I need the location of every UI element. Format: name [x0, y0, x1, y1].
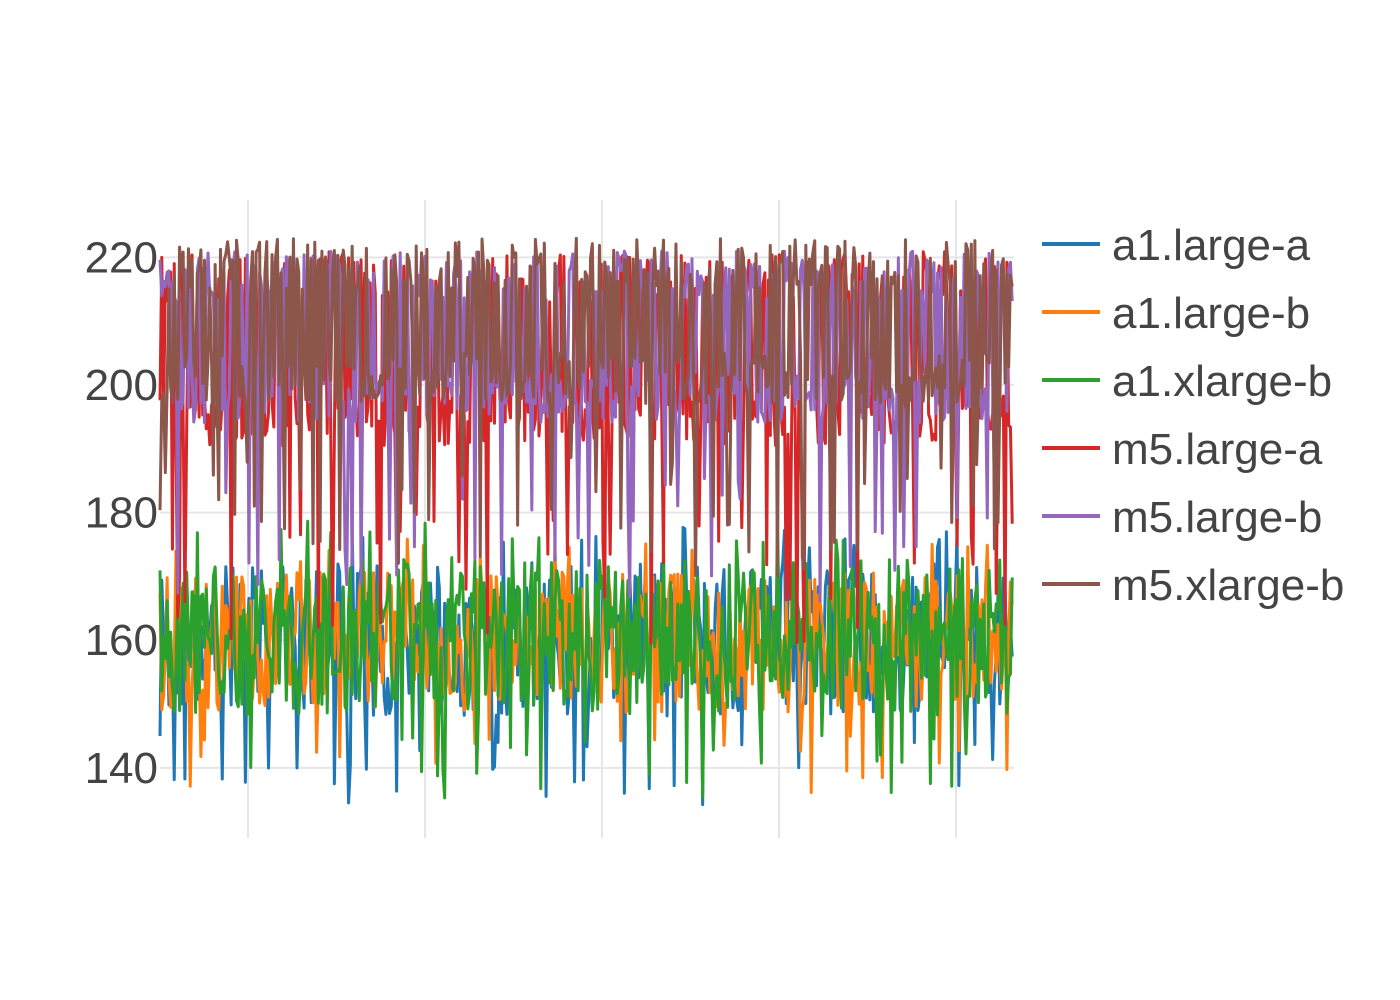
- series-line-m5.xlarge-b: [158, 236, 1014, 578]
- legend-label: a1.large-b: [1112, 289, 1310, 338]
- y-tick-label: 160: [85, 616, 158, 665]
- legend-label: m5.xlarge-b: [1112, 561, 1344, 610]
- legend-label: a1.xlarge-b: [1112, 357, 1332, 406]
- y-tick-label: 180: [85, 489, 158, 538]
- y-axis: 140 160 180 200 220: [85, 233, 158, 792]
- legend-label: m5.large-a: [1112, 425, 1323, 474]
- y-tick-label: 140: [85, 744, 158, 793]
- legend-label: a1.large-a: [1112, 221, 1311, 270]
- plot-area: [158, 236, 1014, 807]
- y-tick-label: 200: [85, 361, 158, 410]
- y-tick-label: 220: [85, 233, 158, 282]
- series-line-a1.xlarge-b: [158, 519, 1014, 800]
- legend-label: m5.large-b: [1112, 493, 1322, 542]
- legend: a1.large-a a1.large-b a1.xlarge-b m5.large-…: [1042, 221, 1344, 610]
